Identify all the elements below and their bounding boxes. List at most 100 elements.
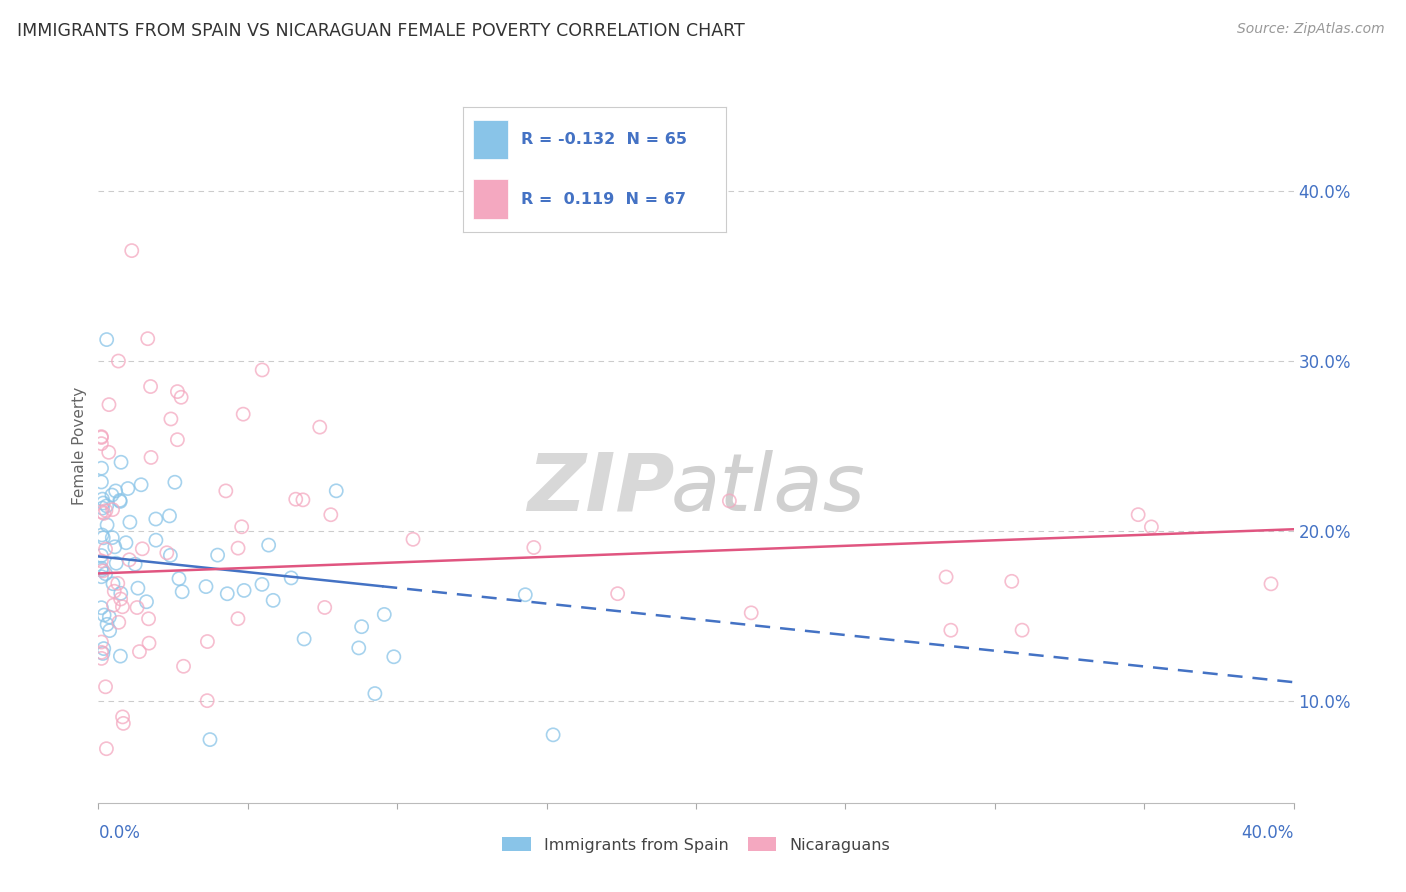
Point — [110, 494, 132, 508]
Point — [110, 592, 132, 607]
Point — [257, 538, 280, 552]
Point — [145, 533, 167, 548]
Point — [103, 598, 125, 612]
Point — [217, 587, 239, 601]
Point — [101, 488, 124, 502]
Point — [156, 546, 179, 560]
Point — [138, 636, 160, 650]
Point — [402, 533, 425, 547]
Point — [1260, 577, 1282, 591]
Point — [104, 483, 127, 498]
Text: 40.0%: 40.0% — [1241, 824, 1294, 842]
Point — [1126, 508, 1149, 522]
Point — [1011, 623, 1033, 637]
Point — [226, 612, 249, 626]
Text: atlas: atlas — [671, 450, 865, 528]
Point — [166, 433, 188, 447]
Point — [111, 599, 134, 614]
Y-axis label: Female Poverty: Female Poverty — [72, 387, 87, 505]
Point — [939, 624, 962, 638]
Text: IMMIGRANTS FROM SPAIN VS NICARAGUAN FEMALE POVERTY CORRELATION CHART: IMMIGRANTS FROM SPAIN VS NICARAGUAN FEMA… — [17, 22, 745, 40]
Point — [94, 503, 117, 517]
Point — [127, 581, 149, 595]
Point — [231, 520, 253, 534]
Point — [197, 634, 219, 648]
Point — [96, 617, 118, 632]
Point — [159, 508, 181, 523]
Point — [129, 477, 152, 491]
Point — [115, 535, 138, 549]
Point — [108, 493, 131, 508]
Point — [250, 363, 273, 377]
Point — [91, 647, 114, 661]
Point — [124, 558, 146, 572]
Point — [90, 645, 112, 659]
Point — [291, 492, 314, 507]
Text: ZIP: ZIP — [527, 450, 673, 528]
Point — [91, 492, 114, 507]
Point — [91, 531, 114, 545]
Point — [373, 607, 395, 622]
Point — [232, 407, 254, 421]
Point — [284, 492, 307, 507]
Point — [90, 436, 112, 450]
Point — [96, 499, 118, 513]
Point — [93, 507, 115, 521]
Point — [166, 384, 188, 399]
Point — [105, 556, 128, 570]
Point — [110, 455, 132, 469]
Point — [170, 390, 193, 404]
Point — [121, 244, 143, 258]
Point — [103, 584, 125, 599]
Point — [280, 571, 302, 585]
Point — [347, 640, 370, 655]
Point — [111, 710, 134, 724]
Point — [215, 483, 238, 498]
Point — [90, 461, 112, 475]
Point — [96, 333, 118, 347]
Point — [93, 607, 115, 622]
Point — [935, 570, 957, 584]
Point — [90, 561, 112, 575]
Point — [110, 649, 132, 664]
Point — [319, 508, 342, 522]
Point — [163, 475, 186, 490]
Point — [718, 494, 741, 508]
Point — [90, 475, 112, 489]
Point — [117, 482, 139, 496]
Point — [364, 687, 387, 701]
Point — [98, 610, 121, 624]
Point — [308, 420, 330, 434]
Point — [1140, 520, 1163, 534]
Point — [118, 515, 141, 529]
Point — [90, 563, 112, 577]
Point — [233, 583, 256, 598]
Point — [90, 635, 112, 649]
Point — [139, 379, 162, 393]
Point — [90, 600, 112, 615]
Point — [104, 540, 127, 554]
Point — [173, 659, 195, 673]
Point — [250, 577, 273, 591]
Point — [118, 553, 141, 567]
Point — [101, 576, 124, 591]
Point — [515, 588, 537, 602]
Point — [90, 651, 112, 665]
Point — [136, 332, 159, 346]
Point — [110, 586, 132, 600]
Point — [1001, 574, 1024, 589]
Point — [128, 645, 150, 659]
Point — [125, 600, 148, 615]
Point — [740, 606, 762, 620]
Point — [91, 564, 114, 578]
Point — [195, 693, 218, 707]
Point — [131, 541, 153, 556]
Point — [90, 570, 112, 584]
Point — [382, 649, 405, 664]
Point — [145, 512, 167, 526]
Point — [90, 430, 112, 444]
Point — [172, 584, 194, 599]
Point — [138, 612, 160, 626]
Point — [350, 620, 373, 634]
Point — [98, 398, 121, 412]
